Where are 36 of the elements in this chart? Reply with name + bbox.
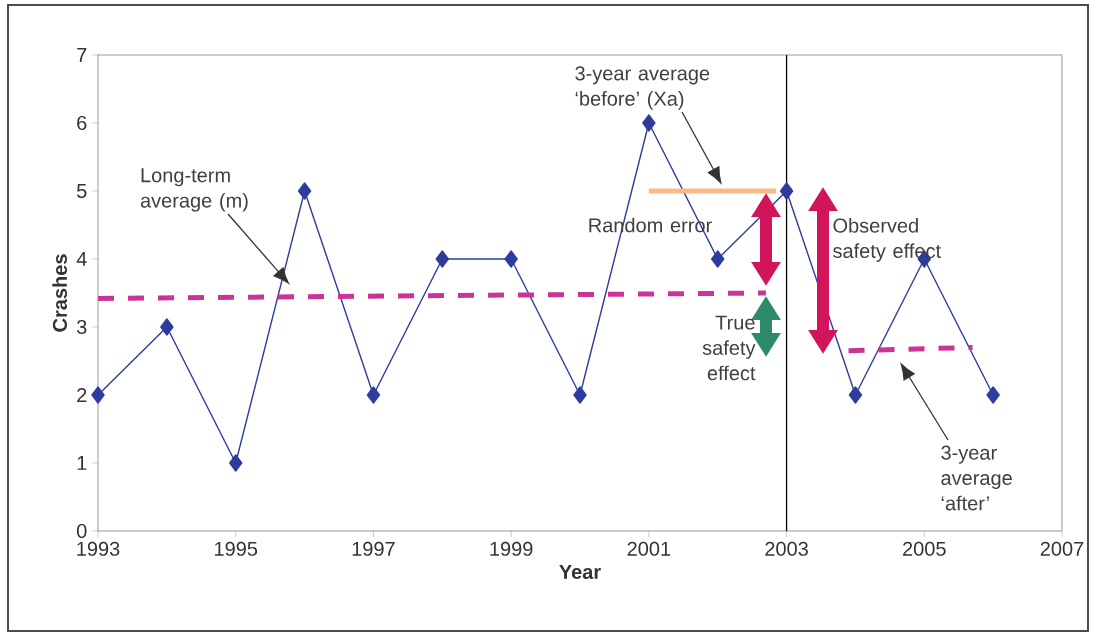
point bbox=[779, 182, 794, 200]
point bbox=[573, 386, 587, 404]
annotation: Long-term average (m) bbox=[140, 168, 248, 212]
x-tick-label: 1997 bbox=[352, 541, 395, 556]
point bbox=[160, 318, 174, 336]
y-tick-label: 1 bbox=[77, 456, 87, 470]
point bbox=[504, 250, 518, 268]
annotation: 3-year average ‘after’ bbox=[941, 445, 1012, 511]
point bbox=[642, 114, 656, 132]
annotation: 3-year average ‘before’ (Xa) bbox=[575, 66, 710, 110]
annotation: True safety effect bbox=[702, 315, 756, 381]
x-tick-label: 2005 bbox=[903, 541, 946, 556]
y-tick-label: 3 bbox=[76, 319, 87, 335]
x-tick-label: 1993 bbox=[77, 541, 120, 556]
annotation: Observed safety effect bbox=[833, 218, 941, 262]
point bbox=[91, 386, 105, 404]
x-tick-label: 1999 bbox=[490, 541, 533, 556]
x-tick-label: 2003 bbox=[765, 541, 808, 556]
point bbox=[297, 182, 312, 200]
y-tick-label: 6 bbox=[77, 115, 87, 131]
x-tick-label: 2001 bbox=[627, 541, 671, 556]
y-tick-label: 0 bbox=[76, 523, 87, 539]
y-tick-label: 4 bbox=[76, 252, 87, 266]
y-tick-label: 2 bbox=[77, 388, 87, 402]
y-tick-label: 5 bbox=[76, 184, 87, 198]
y-axis-title: Crashes bbox=[52, 254, 68, 332]
x-tick-label: 1995 bbox=[215, 541, 258, 556]
x-tick-label: 2007 bbox=[1040, 541, 1084, 556]
point bbox=[229, 454, 243, 472]
y-tick-label: 7 bbox=[77, 48, 87, 62]
point bbox=[986, 386, 1000, 404]
point bbox=[848, 386, 863, 404]
point bbox=[711, 250, 725, 268]
point bbox=[435, 250, 449, 268]
x-axis-title: Year bbox=[559, 565, 601, 579]
point bbox=[366, 386, 381, 404]
